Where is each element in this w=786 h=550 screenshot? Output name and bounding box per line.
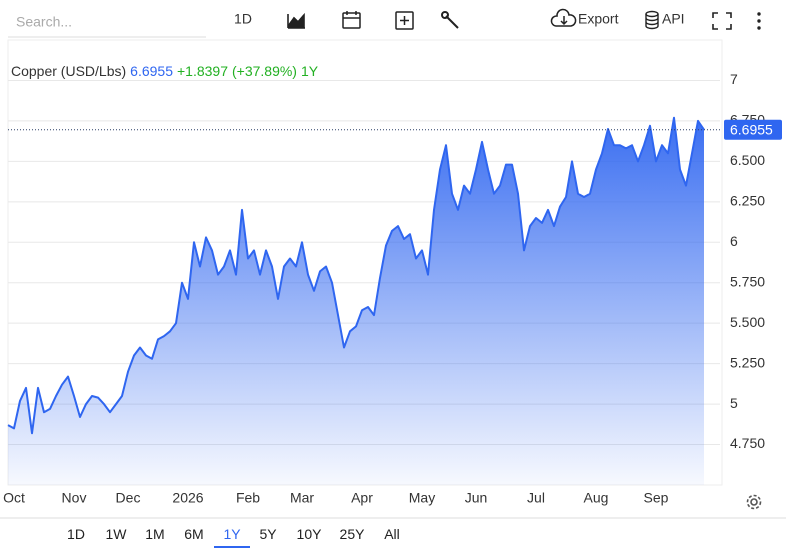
y-tick-label: 6.500: [730, 152, 765, 168]
change: +1.8397: [176, 63, 228, 79]
api-button[interactable]: API: [662, 11, 685, 27]
search-input[interactable]: Search...: [16, 14, 72, 30]
period: 1Y: [300, 63, 319, 79]
last-value-label: 6.6955: [730, 121, 773, 137]
settings-icon[interactable]: [746, 494, 762, 510]
chart-header: Copper (USD/Lbs) 6.6955 +1.8397 (+37.89%) 1Y: [11, 63, 322, 79]
x-tick-label: Aug: [584, 490, 609, 506]
y-tick-label: 4.750: [730, 435, 765, 451]
interval-button[interactable]: 1D: [234, 11, 252, 27]
x-tick-label: Jul: [527, 490, 545, 506]
tools-icon[interactable]: [441, 11, 459, 29]
x-tick-label: 2026: [172, 490, 203, 506]
export-icon[interactable]: [550, 8, 577, 27]
x-tick-label: Apr: [351, 490, 373, 506]
y-tick-label: 7: [730, 71, 738, 87]
add-icon[interactable]: [395, 11, 414, 30]
range-button[interactable]: 25Y: [339, 526, 365, 542]
range-button[interactable]: 6M: [184, 526, 204, 542]
x-tick-label: Jun: [465, 490, 488, 506]
x-tick-label: Mar: [290, 490, 314, 506]
export-button[interactable]: Export: [578, 11, 619, 27]
x-tick-label: Oct: [3, 490, 25, 506]
area-fill: [8, 117, 704, 485]
chart-type-icon[interactable]: [287, 12, 305, 29]
range-button[interactable]: All: [384, 526, 400, 542]
y-tick-label: 5: [730, 395, 738, 411]
api-icon[interactable]: [645, 10, 659, 30]
y-tick-label: 6.250: [730, 193, 765, 209]
x-tick-label: Sep: [644, 490, 669, 506]
y-tick-label: 5.500: [730, 314, 765, 330]
last-value: 6.6955: [130, 63, 173, 79]
last-value-badge: [724, 119, 782, 140]
range-button[interactable]: 10Y: [296, 526, 322, 542]
calendar-icon[interactable]: [342, 11, 361, 29]
range-button[interactable]: 5Y: [259, 526, 277, 542]
change-percent: (+37.89%): [231, 63, 297, 79]
range-button[interactable]: 1Y: [214, 526, 250, 548]
price-line: [7, 116, 705, 435]
y-tick-label: 5.750: [730, 273, 765, 289]
series-name: Copper (USD/Lbs): [11, 63, 127, 79]
range-button[interactable]: 1W: [105, 526, 127, 542]
range-button[interactable]: 1D: [67, 526, 85, 542]
x-tick-label: Nov: [62, 490, 87, 506]
fullscreen-icon[interactable]: [712, 12, 732, 30]
menu-icon[interactable]: [757, 12, 761, 30]
y-tick-label: 5.250: [730, 354, 765, 370]
x-tick-label: May: [409, 490, 435, 506]
x-tick-label: Feb: [236, 490, 260, 506]
range-button[interactable]: 1M: [145, 526, 165, 542]
y-tick-label: 6: [730, 233, 738, 249]
x-tick-label: Dec: [116, 490, 141, 506]
